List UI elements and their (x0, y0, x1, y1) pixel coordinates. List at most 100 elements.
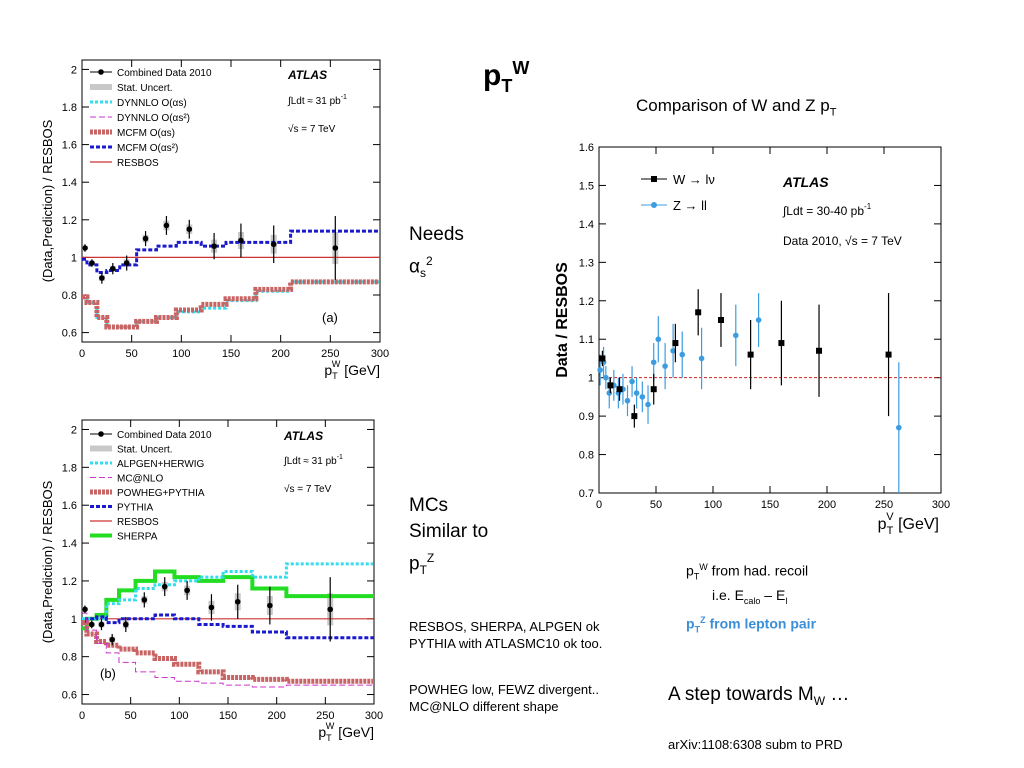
y-tick-label: 1.6 (579, 142, 594, 154)
mc-comments-2: POWHEG low, FEWZ divergent.. MC@NLO diff… (409, 682, 599, 714)
z-data-point (633, 390, 640, 396)
y-axis-label: Data / RESBOS (554, 262, 571, 378)
needs-note: Needs αs2 (409, 224, 464, 281)
chart-c: 0 50 100 150 200 250 300 0.7 0.8 0.9 1 1.1 1.2 1.3 1.4… (554, 142, 950, 535)
z-data-point (606, 390, 613, 396)
data-point (109, 636, 115, 643)
y-tick-label: 0.8 (579, 450, 594, 462)
x-tick-label: 50 (650, 499, 662, 511)
y-tick-label: 0.9 (579, 411, 594, 423)
data-point (82, 245, 88, 251)
legend-marker (98, 69, 104, 75)
z-data-point (733, 332, 739, 339)
y-tick-label: 1 (588, 373, 594, 385)
data-point (98, 621, 105, 628)
x-axis-label: pTV [GeV] (878, 511, 939, 535)
w-data-point (599, 355, 606, 362)
y-tick-label: 0.6 (62, 328, 77, 340)
w-data-point (885, 351, 892, 358)
y-tick-label: 1 (71, 252, 77, 264)
y-tick-label: 0.8 (62, 652, 77, 664)
y-tick-label: 1.8 (62, 102, 77, 114)
legend-label: W → lν (673, 172, 715, 187)
panel-label: (b) (100, 666, 116, 681)
z-data-point (679, 351, 686, 358)
y-tick-label: 1.2 (62, 215, 77, 227)
legend-marker (651, 202, 657, 208)
data-point (163, 222, 170, 229)
x-tick-label: 200 (818, 499, 836, 511)
x-tick-label: 0 (79, 348, 85, 360)
w-data-point (816, 347, 823, 354)
mcs-note: MCs Similar to pTZ (409, 495, 489, 578)
data-point (332, 245, 339, 251)
legend-marker (651, 176, 657, 182)
lumi-label: ∫Ldt ≈ 31 pb-1 (287, 94, 347, 107)
z-data-point (755, 317, 762, 323)
y-tick-label: 2 (71, 64, 77, 76)
x-tick-label: 150 (219, 710, 237, 722)
data-point (267, 602, 273, 609)
z-data-point (603, 374, 609, 381)
panel-label: (a) (322, 310, 338, 325)
energy-label: √s = 7 TeV (288, 123, 336, 135)
x-tick-label: 100 (172, 348, 190, 360)
z-data-point (629, 378, 635, 385)
w-data-point (631, 413, 638, 420)
w-data-point (747, 351, 754, 358)
y-tick-label: 0.6 (62, 690, 77, 702)
data-point (88, 621, 95, 628)
z-data-point (597, 367, 603, 373)
x-tick-label: 150 (222, 348, 240, 360)
x-tick-label: 150 (761, 499, 779, 511)
y-tick-label: 1.3 (579, 257, 594, 269)
y-tick-label: 0.7 (579, 488, 594, 500)
w-data-point (695, 309, 702, 316)
x-tick-label: 0 (79, 710, 85, 722)
y-tick-label: 1.4 (62, 177, 77, 189)
mc-comments-1: RESBOS, SHERPA, ALPGEN ok PYTHIA with AT… (409, 619, 603, 651)
z-data-point (655, 336, 662, 343)
legend-label: RESBOS (117, 517, 159, 528)
w-data-point (672, 340, 679, 347)
y-axis-label: (Data,Prediction) / RESBOS (40, 480, 55, 643)
y-tick-label: 1 (71, 614, 77, 626)
legend-label: RESBOS (117, 158, 159, 169)
slide-title: pTW (483, 58, 530, 96)
data-point (142, 235, 149, 242)
legend-label: Z → ll (673, 198, 707, 213)
data-point (234, 598, 241, 605)
legend-label: MCFM O(αs²) (117, 143, 178, 154)
x-tick-label: 300 (371, 348, 389, 360)
energy-label: √s = 7 TeV (284, 483, 332, 495)
data-point (211, 243, 217, 249)
legend-label: Combined Data 2010 (117, 430, 212, 441)
legend-box (90, 445, 112, 452)
chart-a: 0 50 100 150 200 250 300 0.6 0.8 1 1.2 1.4 1.6 1.8 2 (D… (40, 59, 389, 381)
experiment-label: ATLAS (283, 429, 323, 443)
y-tick-label: 1.2 (62, 576, 77, 588)
z-data-point (624, 397, 631, 404)
series-line (82, 613, 374, 640)
legend-label: MC@NLO (117, 474, 163, 485)
legend-label: POWHEG+PYTHIA (117, 488, 205, 499)
z-data-point (662, 363, 668, 369)
w-data-point (616, 386, 623, 393)
legend-marker (98, 431, 104, 437)
data-point (184, 587, 190, 594)
w-data-point (607, 382, 614, 389)
legend-label: DYNNLO O(αs²) (117, 113, 190, 124)
legend-label: DYNNLO O(αs) (117, 98, 187, 109)
y-tick-label: 1.1 (579, 334, 594, 346)
w-data-point (778, 340, 785, 347)
legend-label: Stat. Uncert. (117, 445, 173, 456)
legend-label: PYTHIA (117, 503, 153, 514)
w-data-point (717, 317, 724, 323)
y-axis-label: (Data,Prediction) / RESBOS (40, 119, 55, 282)
data-point (270, 241, 277, 248)
y-tick-label: 1.4 (62, 538, 77, 550)
mcfm-as-line (82, 279, 380, 330)
x-tick-label: 250 (316, 710, 334, 722)
data-point (82, 606, 88, 613)
data-point (208, 604, 215, 611)
